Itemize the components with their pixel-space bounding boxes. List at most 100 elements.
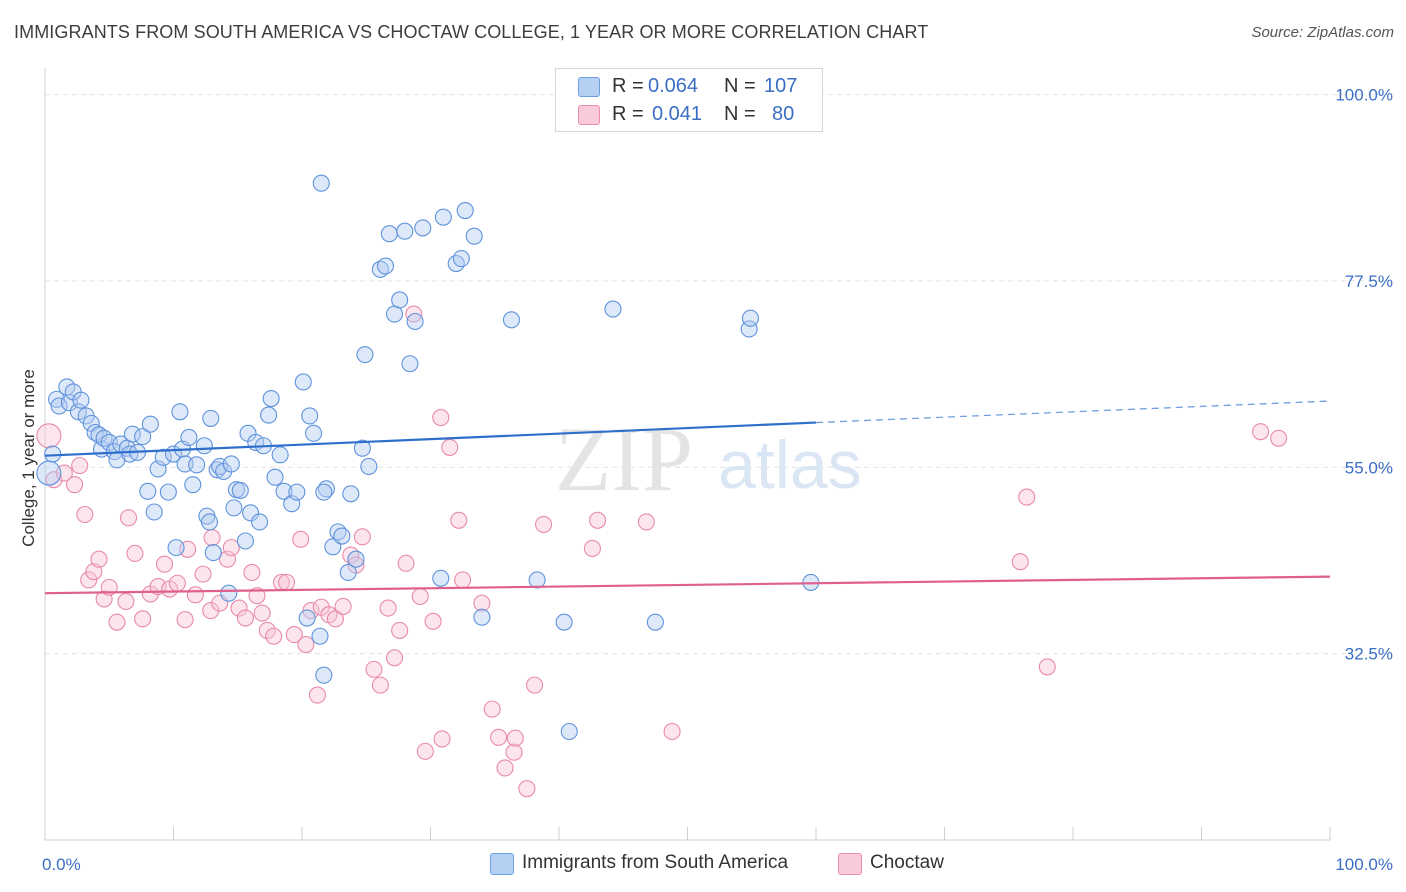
point-immigrants — [225, 499, 243, 517]
point-choctaw — [1270, 429, 1288, 447]
point-immigrants — [414, 219, 432, 237]
point-immigrants — [154, 448, 172, 466]
point-immigrants — [452, 250, 470, 268]
y-tick-label: 100.0% — [1335, 86, 1393, 105]
point-immigrants — [333, 527, 351, 545]
watermark-atlas: atlas — [718, 427, 862, 503]
legend-swatch-pink — [838, 853, 862, 875]
point-immigrants — [347, 550, 365, 568]
point-immigrants — [202, 409, 220, 427]
gridlines — [45, 94, 1390, 655]
point-immigrants — [275, 482, 293, 500]
point-choctaw — [108, 613, 126, 631]
point-immigrants — [465, 227, 483, 245]
point-choctaw — [326, 610, 344, 628]
source-credit: Source: ZipAtlas.com — [1251, 24, 1394, 41]
point-choctaw — [397, 554, 415, 572]
trend-line-choctaw — [44, 575, 1331, 595]
point-choctaw — [126, 544, 144, 562]
x-tick-labels: 0.0% 100.0% — [42, 855, 1393, 874]
point-immigrants — [311, 627, 329, 645]
legend-r-value-pink: 0.041 — [652, 103, 703, 125]
point-choctaw — [379, 599, 397, 617]
legend-n-label: N = — [724, 75, 756, 97]
point-choctaw — [80, 571, 98, 589]
point-choctaw — [353, 528, 371, 546]
point-choctaw — [450, 511, 468, 529]
trend-lines — [44, 400, 1331, 595]
point-choctaw — [194, 565, 212, 583]
point-choctaw — [454, 571, 472, 589]
point-choctaw — [236, 609, 255, 627]
point-choctaw — [253, 604, 271, 622]
point-immigrants — [339, 563, 357, 582]
point-immigrants — [222, 455, 240, 473]
point-choctaw — [176, 611, 194, 629]
series-choctaw — [36, 305, 1288, 798]
point-choctaw — [526, 676, 544, 694]
point-immigrants — [473, 608, 491, 626]
legend-r-label: R = — [612, 103, 644, 125]
point-immigrants — [604, 300, 622, 318]
point-immigrants — [342, 485, 360, 503]
point-choctaw — [117, 592, 135, 611]
point-choctaw — [66, 476, 84, 494]
legend-row-pink: R = 0.041 N = 80 — [556, 101, 822, 129]
legend-n-label: N = — [724, 103, 756, 125]
point-immigrants — [555, 613, 573, 631]
point-immigrants — [220, 584, 238, 602]
point-choctaw — [292, 530, 310, 548]
legend-row-blue: R = 0.064 N = 107 — [556, 73, 822, 101]
point-choctaw — [285, 626, 303, 644]
point-immigrants — [301, 407, 319, 425]
point-immigrants — [134, 428, 152, 446]
y-axis-label: College, 1 year or more — [19, 369, 38, 547]
point-immigrants — [36, 460, 62, 486]
y-tick-labels: 32.5% 55.0% 77.5% 100.0% — [1335, 86, 1393, 664]
legend-n-value-blue: 107 — [764, 75, 798, 97]
y-tick-label: 32.5% — [1345, 645, 1393, 664]
point-choctaw — [391, 621, 409, 640]
point-choctaw — [1011, 553, 1029, 571]
point-immigrants — [260, 406, 278, 424]
point-immigrants — [317, 480, 335, 498]
point-immigrants — [180, 428, 198, 447]
point-immigrants — [188, 456, 206, 474]
point-immigrants — [184, 476, 202, 494]
point-immigrants — [740, 320, 758, 338]
point-immigrants — [159, 483, 177, 501]
point-choctaw — [334, 597, 352, 615]
point-choctaw — [490, 728, 508, 746]
point-choctaw — [203, 529, 221, 547]
point-immigrants — [171, 403, 189, 421]
legend-r-label: R = — [612, 75, 644, 97]
point-choctaw — [385, 649, 404, 667]
point-choctaw — [637, 513, 655, 531]
point-immigrants — [356, 346, 374, 364]
point-immigrants — [123, 425, 141, 443]
point-immigrants — [360, 457, 378, 476]
point-choctaw — [265, 627, 283, 645]
point-immigrants — [434, 208, 452, 226]
y-tick-label: 77.5% — [1345, 272, 1393, 291]
correlation-legend: R = 0.064 N = 107 R = 0.041 N = 80 — [555, 68, 823, 132]
point-immigrants — [200, 513, 219, 531]
point-immigrants — [406, 312, 424, 331]
legend-swatch-blue — [578, 77, 600, 97]
point-choctaw — [1018, 488, 1036, 506]
legend-label-pink: Choctaw — [870, 852, 944, 873]
point-choctaw — [134, 610, 152, 628]
point-immigrants — [231, 481, 249, 500]
point-immigrants — [145, 503, 163, 521]
point-choctaw — [496, 759, 514, 777]
point-choctaw — [119, 509, 138, 527]
point-immigrants — [646, 613, 664, 631]
point-immigrants — [288, 483, 306, 501]
point-choctaw — [76, 505, 94, 524]
point-immigrants — [315, 666, 333, 684]
point-immigrants — [72, 391, 90, 409]
point-choctaw — [248, 587, 266, 605]
point-immigrants — [432, 569, 450, 587]
point-immigrants — [380, 225, 398, 243]
